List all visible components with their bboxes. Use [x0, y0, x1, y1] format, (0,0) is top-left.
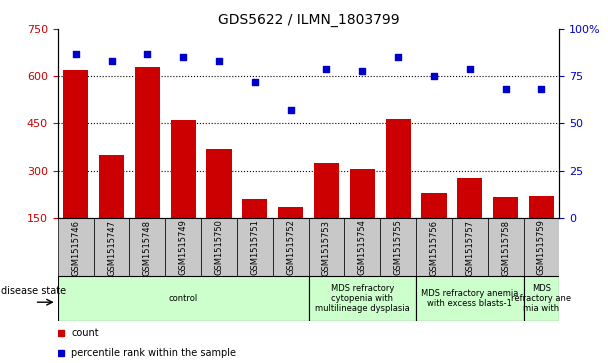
Bar: [99, 155, 124, 265]
Bar: [452, 218, 488, 276]
Bar: [380, 218, 416, 276]
Bar: [201, 218, 237, 276]
Bar: [165, 218, 201, 276]
Bar: [344, 218, 380, 276]
Text: GSM1515746: GSM1515746: [71, 220, 80, 276]
Text: GSM1515756: GSM1515756: [429, 220, 438, 276]
Text: GSM1515757: GSM1515757: [465, 220, 474, 276]
Bar: [94, 218, 130, 276]
Point: [322, 66, 331, 72]
Point: [537, 86, 547, 92]
Point: [429, 73, 439, 79]
Point: [250, 79, 260, 85]
Bar: [523, 218, 559, 276]
Point: [178, 54, 188, 60]
Text: GSM1515751: GSM1515751: [250, 220, 260, 276]
Bar: [171, 120, 196, 265]
Bar: [308, 276, 416, 321]
Text: GSM1515748: GSM1515748: [143, 220, 152, 276]
Bar: [58, 276, 308, 321]
Bar: [523, 276, 559, 321]
Bar: [278, 207, 303, 265]
Bar: [416, 276, 523, 321]
Bar: [63, 70, 88, 265]
Text: MDS
refractory ane
mia with: MDS refractory ane mia with: [511, 284, 572, 314]
Point: [106, 58, 116, 64]
Bar: [308, 218, 344, 276]
Bar: [130, 218, 165, 276]
Text: MDS refractory anemia
with excess blasts-1: MDS refractory anemia with excess blasts…: [421, 289, 519, 308]
Bar: [58, 218, 94, 276]
Text: GSM1515750: GSM1515750: [215, 220, 224, 276]
Point: [214, 58, 224, 64]
Bar: [135, 67, 160, 265]
Point: [358, 68, 367, 73]
Text: GSM1515747: GSM1515747: [107, 220, 116, 276]
Bar: [237, 218, 273, 276]
Bar: [385, 119, 410, 265]
Text: disease state: disease state: [1, 286, 66, 296]
Text: MDS refractory
cytopenia with
multilineage dysplasia: MDS refractory cytopenia with multilinea…: [315, 284, 410, 314]
Bar: [350, 169, 375, 265]
Point: [393, 54, 403, 60]
Bar: [529, 196, 554, 265]
Bar: [416, 218, 452, 276]
Point: [465, 66, 475, 72]
Text: control: control: [168, 294, 198, 303]
Bar: [242, 199, 268, 265]
Point: [286, 107, 295, 113]
Text: GSM1515758: GSM1515758: [501, 220, 510, 276]
Title: GDS5622 / ILMN_1803799: GDS5622 / ILMN_1803799: [218, 13, 399, 26]
Text: GSM1515752: GSM1515752: [286, 220, 295, 276]
Point: [142, 51, 152, 57]
Bar: [488, 218, 523, 276]
Text: GSM1515755: GSM1515755: [393, 220, 402, 276]
Bar: [457, 179, 482, 265]
Text: GSM1515749: GSM1515749: [179, 220, 188, 276]
Point: [71, 51, 80, 57]
Bar: [421, 193, 446, 265]
Point: [501, 86, 511, 92]
Text: percentile rank within the sample: percentile rank within the sample: [71, 347, 237, 358]
Text: GSM1515754: GSM1515754: [358, 220, 367, 276]
Bar: [314, 163, 339, 265]
Text: count: count: [71, 328, 99, 338]
Bar: [207, 148, 232, 265]
Text: GSM1515759: GSM1515759: [537, 220, 546, 276]
Bar: [273, 218, 308, 276]
Bar: [493, 197, 518, 265]
Text: GSM1515753: GSM1515753: [322, 220, 331, 276]
